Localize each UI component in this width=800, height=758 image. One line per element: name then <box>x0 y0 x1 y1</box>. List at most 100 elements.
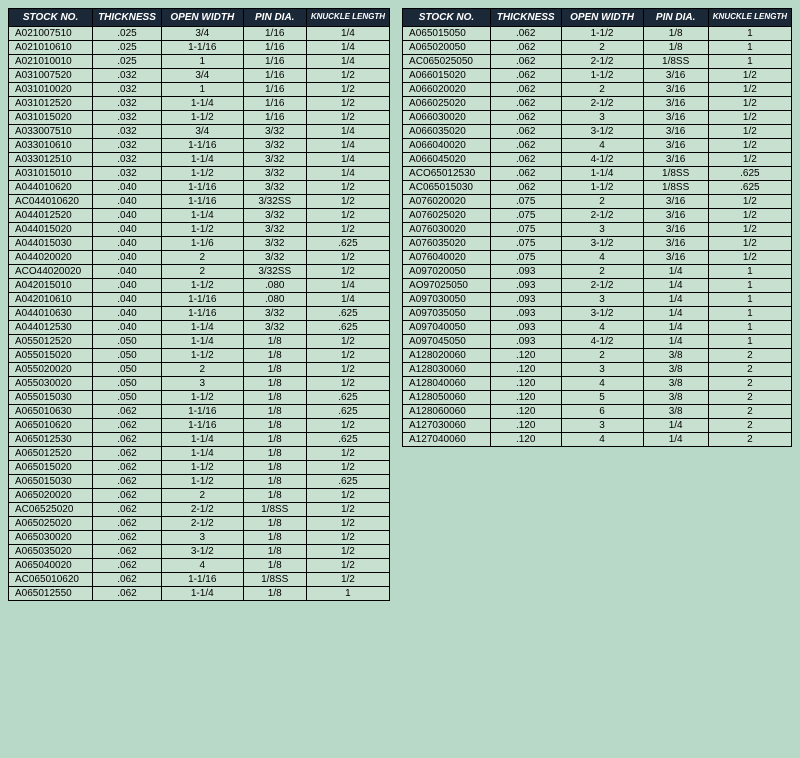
cell: A065015050 <box>403 27 491 41</box>
cell: 3/8 <box>643 377 708 391</box>
table-row: A128050060.12053/82 <box>403 391 792 405</box>
cell: A021010010 <box>9 55 93 69</box>
cell: .120 <box>490 405 561 419</box>
cell: 1-1/16 <box>161 419 243 433</box>
col-knuckle: KNUCKLE LENGTH <box>708 9 791 27</box>
cell: .062 <box>490 41 561 55</box>
cell: A066015020 <box>403 69 491 83</box>
cell: 3/16 <box>643 69 708 83</box>
cell: .032 <box>93 111 162 125</box>
table-row: A066040020.06243/161/2 <box>403 139 792 153</box>
cell: 1/2 <box>306 181 389 195</box>
cell: A065012520 <box>9 447 93 461</box>
cell: A076040020 <box>403 251 491 265</box>
table-row: A044010630.0401-1/163/32.625 <box>9 307 390 321</box>
cell: 4 <box>561 139 643 153</box>
cell: 4 <box>561 321 643 335</box>
cell: A021010610 <box>9 41 93 55</box>
table-row: A097020050.09321/41 <box>403 265 792 279</box>
cell: 1/4 <box>643 293 708 307</box>
col-pindia: PIN DIA. <box>243 9 306 27</box>
cell: 1-1/4 <box>161 321 243 335</box>
cell: .025 <box>93 55 162 69</box>
table-row: A065010630.0621-1/161/8.625 <box>9 405 390 419</box>
cell: A044012520 <box>9 209 93 223</box>
cell: 3/16 <box>643 223 708 237</box>
cell: 1-1/2 <box>161 223 243 237</box>
cell: 1/4 <box>306 125 389 139</box>
cell: .062 <box>490 83 561 97</box>
cell: 1/8 <box>243 349 306 363</box>
table-row: A076035020.0753-1/23/161/2 <box>403 237 792 251</box>
cell: 1-1/2 <box>561 69 643 83</box>
col-knuckle: KNUCKLE LENGTH <box>306 9 389 27</box>
cell: A042015010 <box>9 279 93 293</box>
cell: 1-1/4 <box>161 335 243 349</box>
cell: A031010020 <box>9 83 93 97</box>
cell: 1/8SS <box>243 573 306 587</box>
cell: .050 <box>93 391 162 405</box>
table-row: AO97025050.0932-1/21/41 <box>403 279 792 293</box>
cell: A055015030 <box>9 391 93 405</box>
cell: 1/8SS <box>643 181 708 195</box>
cell: 1/2 <box>708 83 791 97</box>
table-row: A055020020.05021/81/2 <box>9 363 390 377</box>
col-stock: STOCK NO. <box>403 9 491 27</box>
cell: 2-1/2 <box>561 279 643 293</box>
cell: 3/16 <box>643 237 708 251</box>
cell: .075 <box>490 237 561 251</box>
cell: A055030020 <box>9 377 93 391</box>
table-row: A127030060.12031/42 <box>403 419 792 433</box>
cell: 3 <box>561 111 643 125</box>
cell: .032 <box>93 83 162 97</box>
cell: 1/2 <box>306 97 389 111</box>
cell: .062 <box>93 405 162 419</box>
cell: AC065015030 <box>403 181 491 195</box>
cell: 1/8 <box>243 489 306 503</box>
cell: .040 <box>93 223 162 237</box>
cell: .040 <box>93 307 162 321</box>
cell: A031015020 <box>9 111 93 125</box>
cell: 1-1/4 <box>161 153 243 167</box>
cell: .050 <box>93 335 162 349</box>
cell: 1-1/16 <box>161 573 243 587</box>
cell: 1/16 <box>243 55 306 69</box>
cell: 3/8 <box>643 349 708 363</box>
cell: 1 <box>708 55 791 69</box>
cell: .062 <box>490 125 561 139</box>
cell: AC065010620 <box>9 573 93 587</box>
cell: 1/16 <box>243 41 306 55</box>
cell: 1/8 <box>243 419 306 433</box>
cell: 3/32 <box>243 321 306 335</box>
cell: A065010620 <box>9 419 93 433</box>
cell: 2 <box>708 419 791 433</box>
table-row: A065020020.06221/81/2 <box>9 489 390 503</box>
cell: 1/2 <box>708 223 791 237</box>
cell: 2 <box>708 391 791 405</box>
cell: ACO65012530 <box>403 167 491 181</box>
cell: .032 <box>93 125 162 139</box>
cell: 1/16 <box>243 97 306 111</box>
cell: .062 <box>93 545 162 559</box>
cell: 2 <box>161 265 243 279</box>
cell: .040 <box>93 265 162 279</box>
cell: AO97025050 <box>403 279 491 293</box>
stock-table-left: STOCK NO. THICKNESS OPEN WIDTH PIN DIA. … <box>8 8 390 601</box>
cell: 3/4 <box>161 125 243 139</box>
cell: 3 <box>561 419 643 433</box>
cell: 1/8 <box>243 377 306 391</box>
table-row: A044015030.0401-1/63/32.625 <box>9 237 390 251</box>
cell: .093 <box>490 321 561 335</box>
cell: 1/2 <box>708 251 791 265</box>
cell: 3-1/2 <box>561 237 643 251</box>
cell: A066030020 <box>403 111 491 125</box>
col-thickness: THICKNESS <box>490 9 561 27</box>
cell: .625 <box>306 237 389 251</box>
table-row: A031007520.0323/41/161/2 <box>9 69 390 83</box>
cell: 3/32 <box>243 167 306 181</box>
cell: A055015020 <box>9 349 93 363</box>
table-row: A033012510.0321-1/43/321/4 <box>9 153 390 167</box>
cell: AC044010620 <box>9 195 93 209</box>
cell: 1-1/16 <box>161 181 243 195</box>
cell: 1/4 <box>306 153 389 167</box>
